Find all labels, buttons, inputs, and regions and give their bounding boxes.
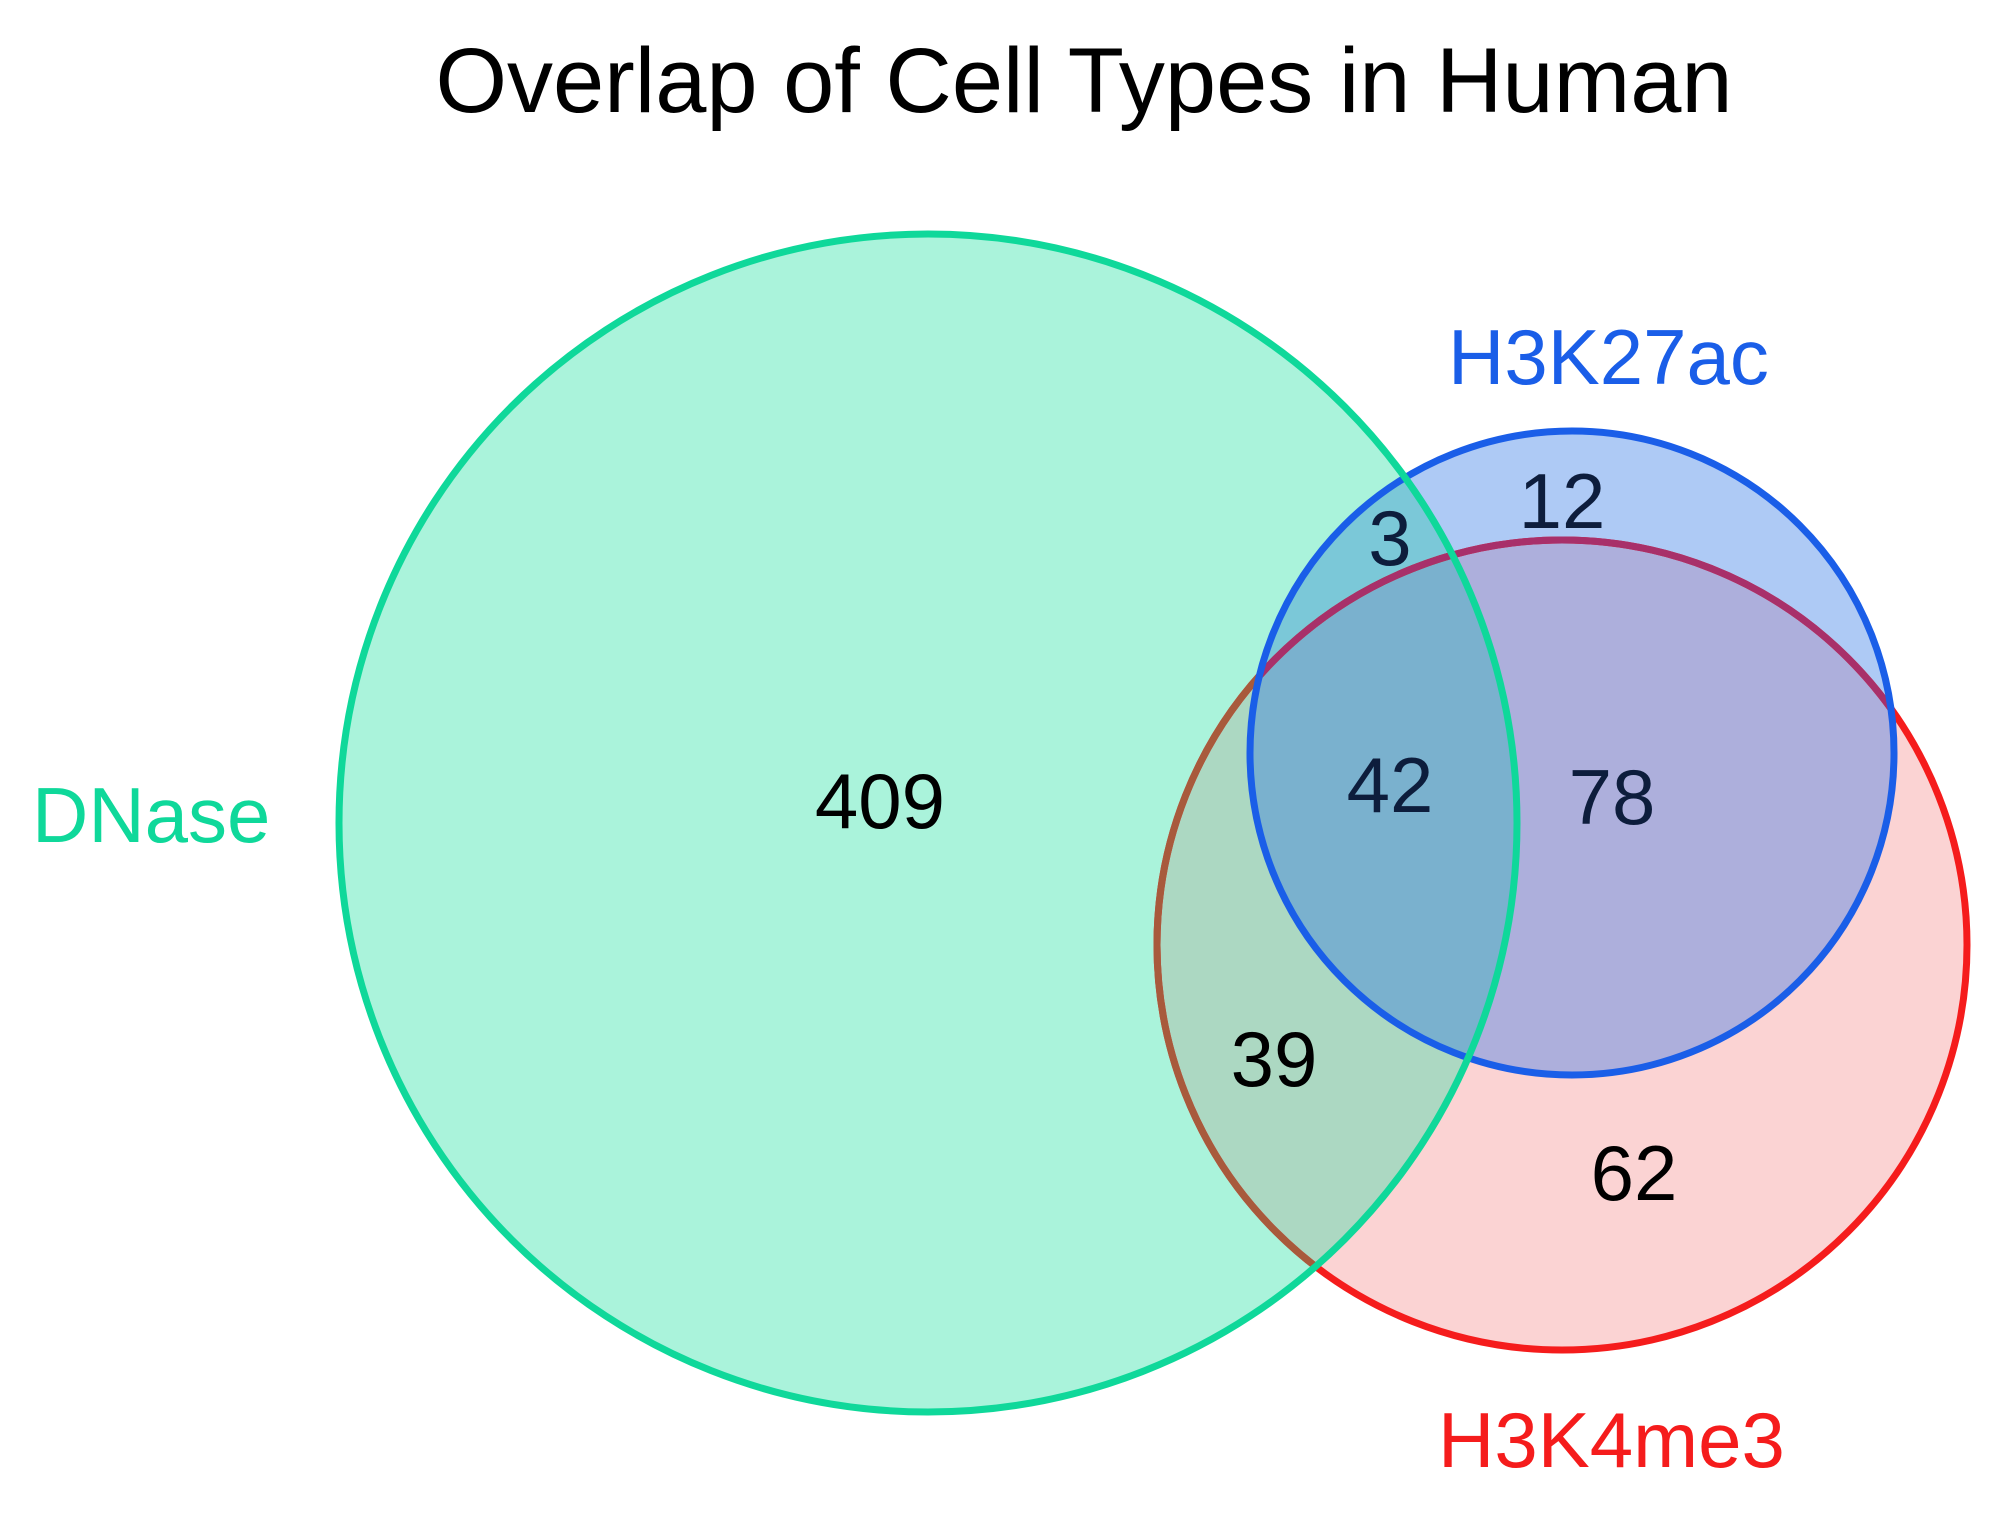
count-dnase-h3k27ac: 3	[1368, 494, 1411, 582]
count-h3k27ac-h3k4me3: 78	[1569, 753, 1656, 841]
count-h3k4me3-only: 62	[1591, 1129, 1678, 1217]
h3k4me3-outline-inside-h3k27ac	[1250, 536, 1894, 1075]
set-label-h3k27ac: H3K27ac	[1448, 313, 1769, 401]
set-label-dnase: DNase	[32, 771, 270, 859]
chart-title: Overlap of Cell Types in Human	[435, 30, 1732, 132]
h3k27ac-circle-outline	[1246, 427, 1898, 1079]
count-dnase-only: 409	[815, 757, 945, 845]
set-label-h3k4me3: H3K4me3	[1438, 1396, 1785, 1484]
h3k4me3-outline-inside-dnase	[1153, 536, 1517, 1354]
count-all-three: 42	[1347, 741, 1434, 829]
all-three-overlap	[1250, 540, 1517, 1075]
dnase-circle-outline	[335, 230, 1521, 1416]
count-h3k27ac-only: 12	[1519, 457, 1606, 545]
count-dnase-h3k4me3: 39	[1231, 1015, 1318, 1103]
